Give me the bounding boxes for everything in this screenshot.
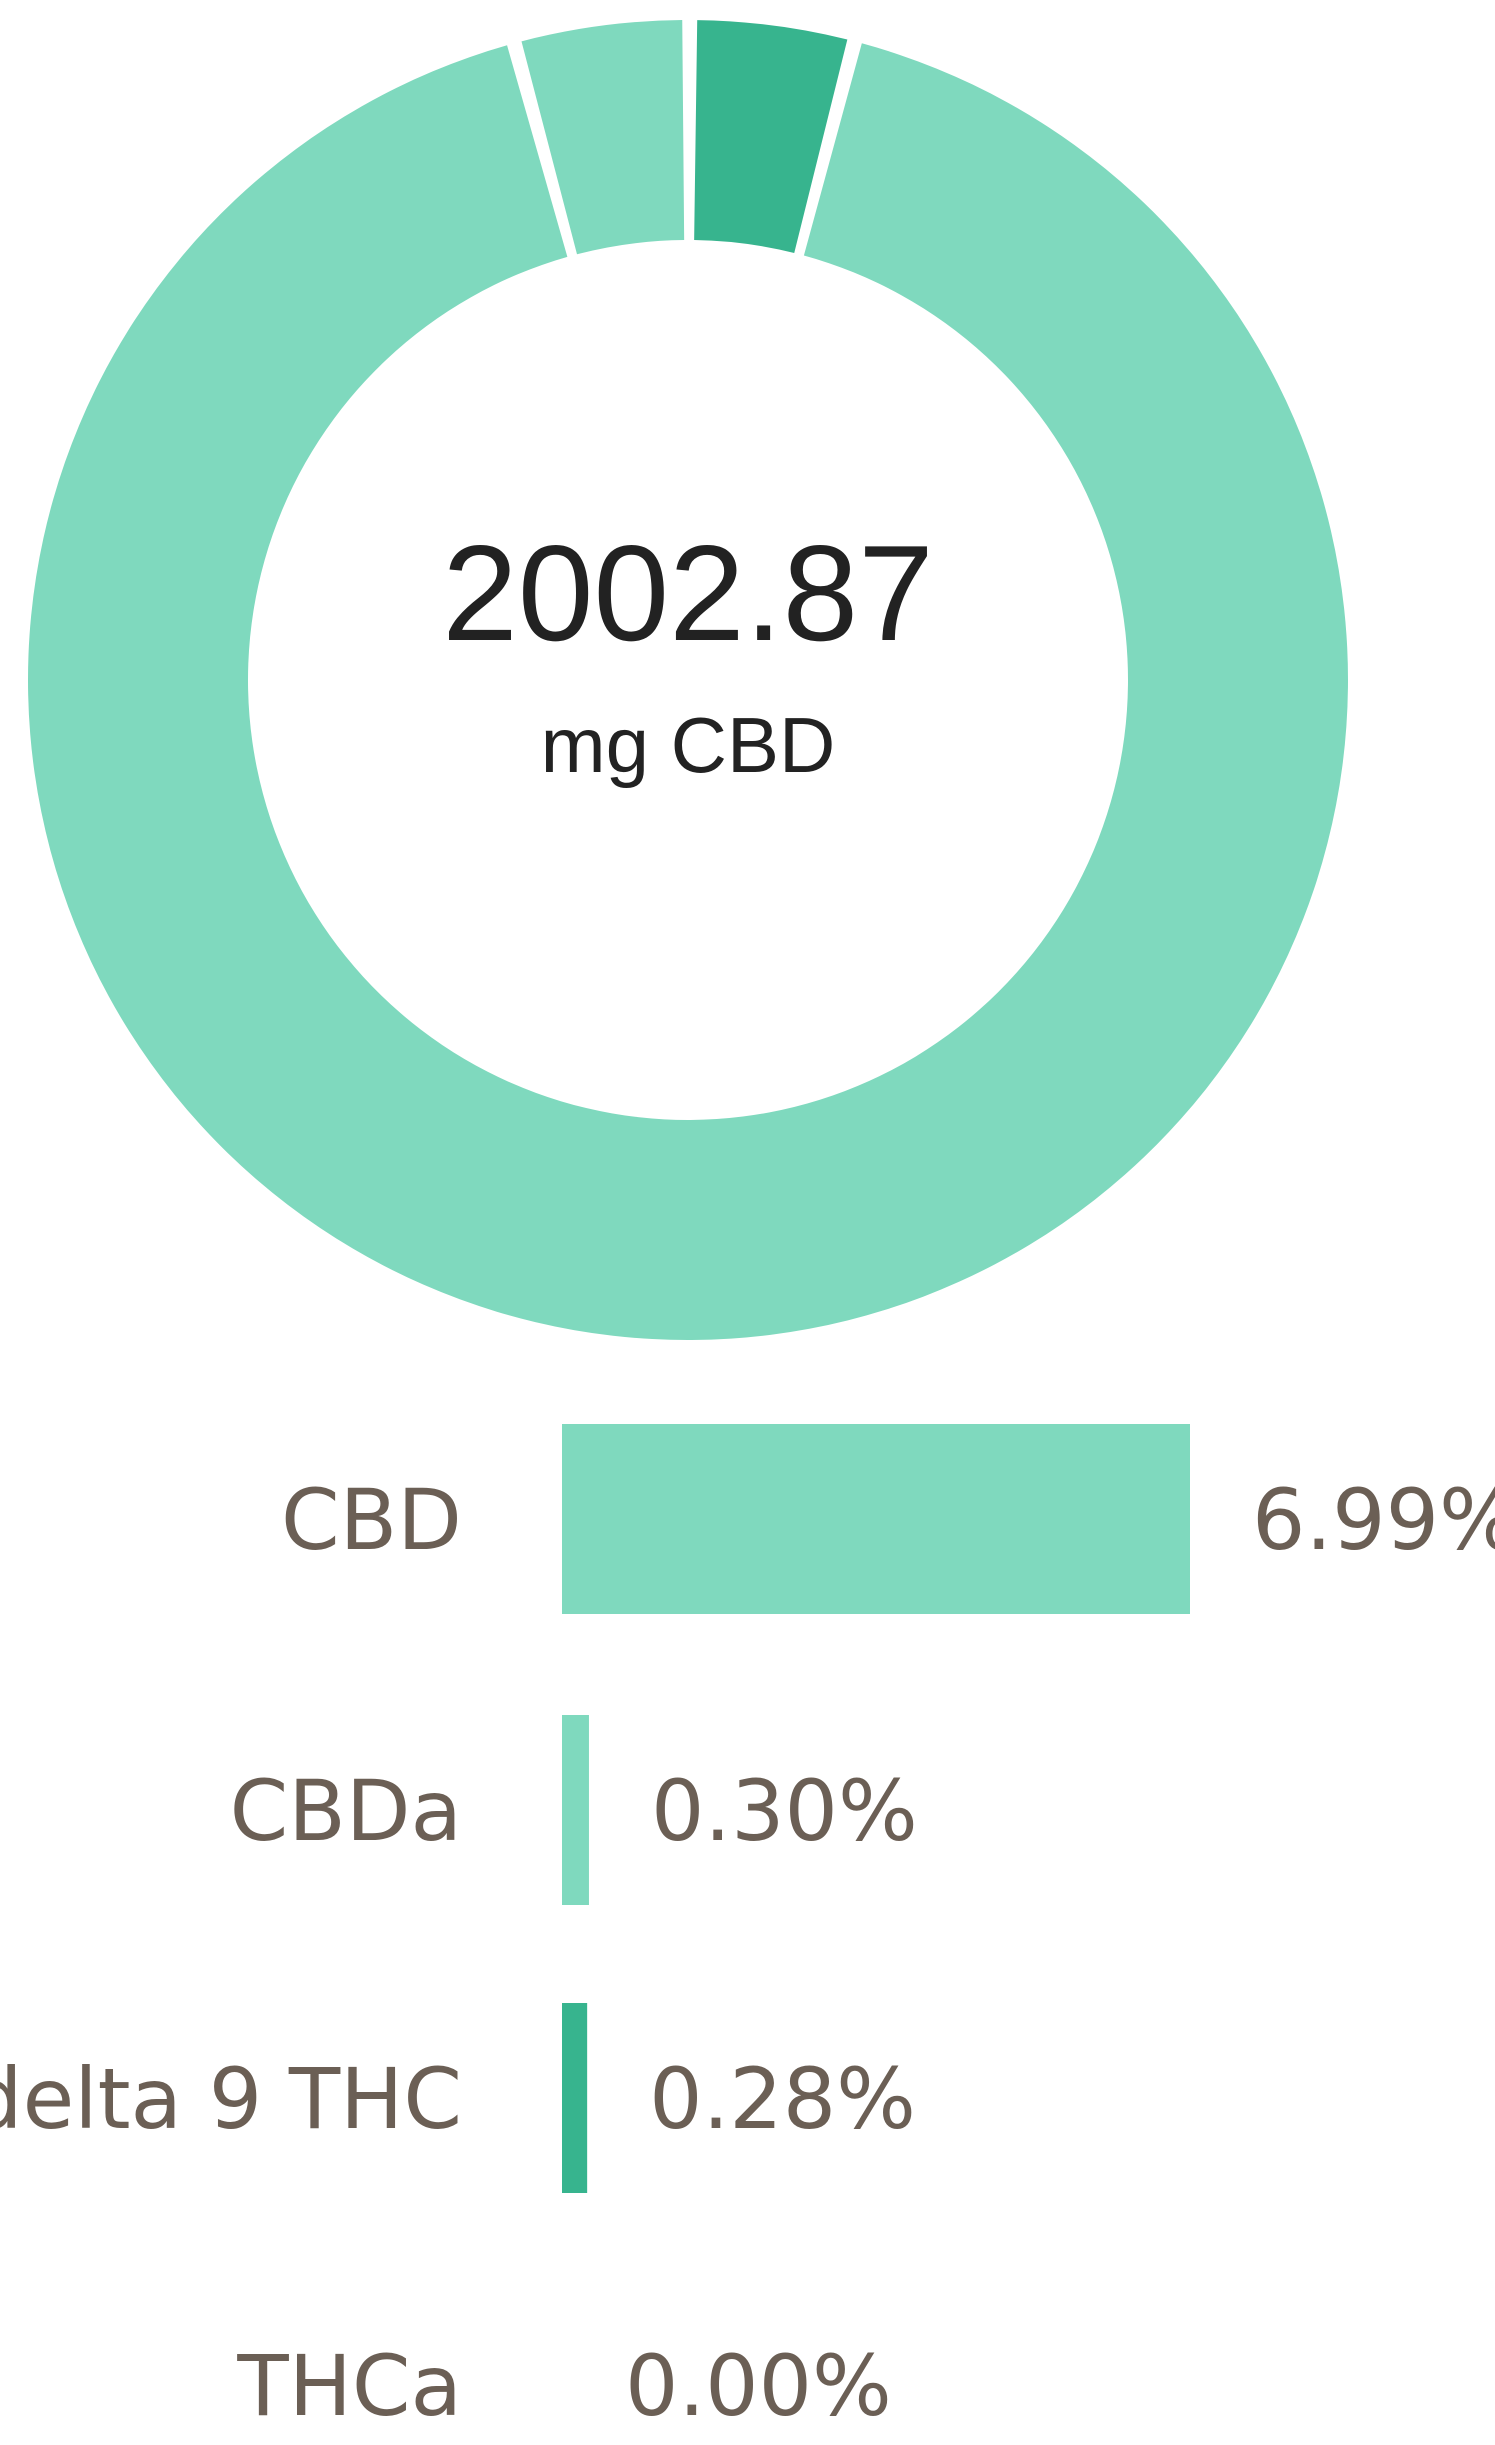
bar-label-cbd: CBD — [281, 1471, 462, 1569]
bar-value-cbd: 6.99% — [1252, 1471, 1495, 1569]
bar-cbda — [562, 1715, 589, 1905]
bar-delta-9-thc — [562, 2003, 588, 2193]
bar-label-delta-9-thc: delta 9 THC — [0, 2050, 462, 2148]
bar-value-cbda: 0.30% — [651, 1762, 918, 1860]
bar-chart: CBD 6.99% CBDa 0.30% delta 9 THC 0.28% THCa 0.0… — [0, 1424, 1495, 2435]
donut-slice-delta-9-thc — [694, 20, 848, 254]
donut-slice-cbd — [27, 43, 1348, 1341]
donut-center-unit: mg CBD — [541, 701, 836, 789]
bar-label-thca: THCa — [236, 2337, 462, 2435]
donut-center-value: 2002.87 — [442, 517, 934, 669]
donut-slice-cbda — [521, 20, 685, 255]
bar-cbd — [562, 1424, 1190, 1614]
bar-value-thca: 0.00% — [625, 2337, 892, 2435]
bar-value-delta-9-thc: 0.28% — [649, 2050, 916, 2148]
bar-label-cbda: CBDa — [230, 1762, 462, 1860]
donut-chart: 2002.87 mg CBD — [27, 20, 1348, 1341]
